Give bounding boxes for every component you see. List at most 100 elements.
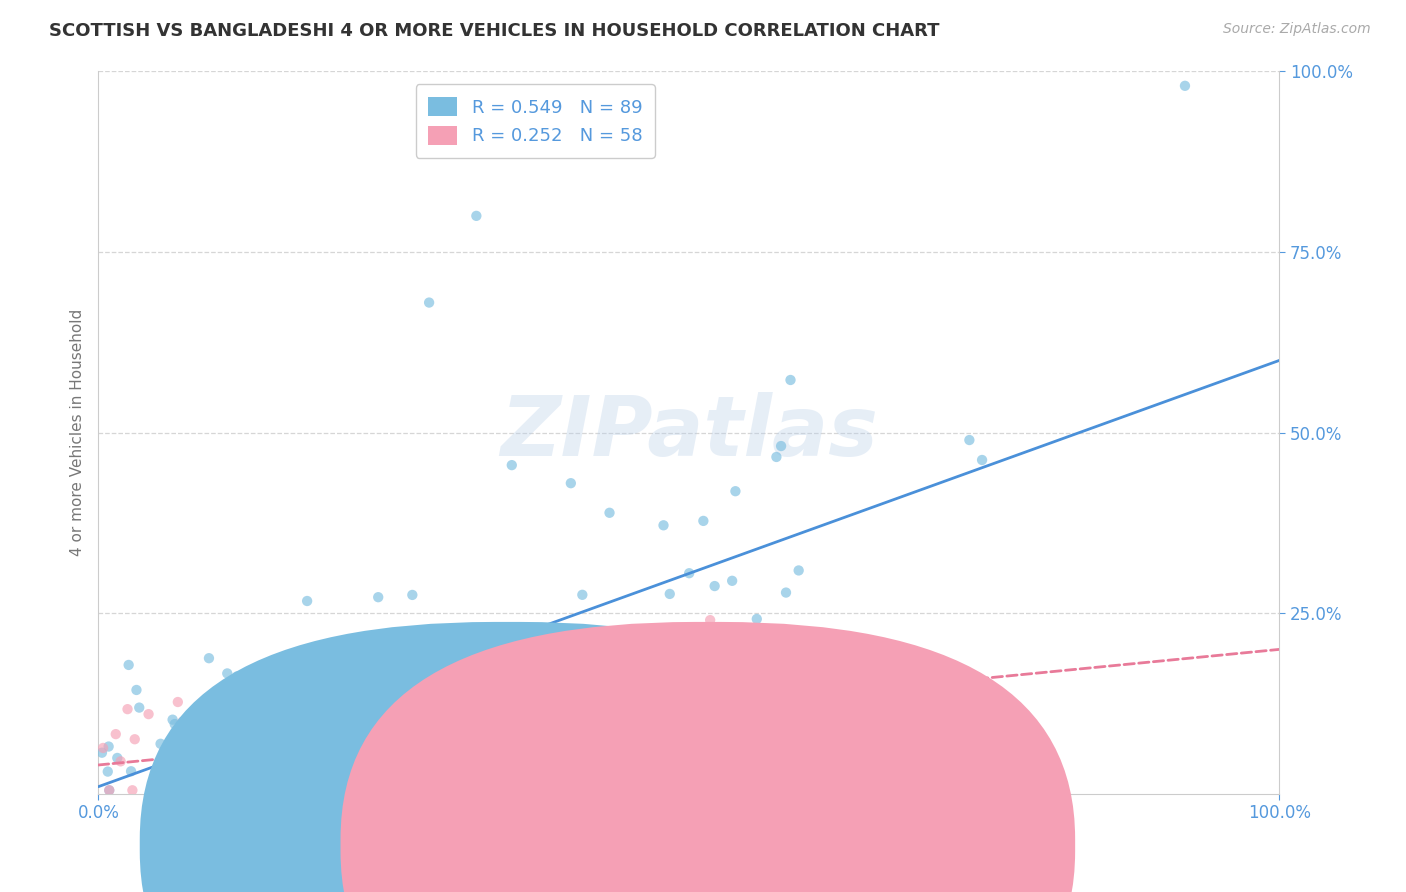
Point <box>104 727 127 741</box>
Point <box>367 590 389 604</box>
Point <box>105 751 128 765</box>
Point <box>796 708 818 723</box>
Point <box>364 706 387 720</box>
Text: Scottish: Scottish <box>526 836 592 855</box>
Point <box>202 759 225 773</box>
Point <box>278 682 301 697</box>
Point <box>699 613 721 627</box>
Point <box>232 740 254 755</box>
Point <box>318 731 340 746</box>
Point <box>219 783 242 797</box>
Point <box>790 702 813 716</box>
Point <box>678 566 700 581</box>
Point <box>571 588 593 602</box>
Point <box>163 717 186 731</box>
Point <box>332 707 354 722</box>
Point <box>787 564 810 578</box>
Point <box>929 660 952 674</box>
Point <box>152 783 174 797</box>
Point <box>1174 78 1197 93</box>
Point <box>307 657 329 671</box>
Point <box>419 705 441 719</box>
Point <box>294 652 316 666</box>
Point <box>121 783 143 797</box>
Point <box>380 646 402 660</box>
Point <box>673 642 696 657</box>
Point <box>157 761 180 775</box>
Point <box>226 669 249 683</box>
Point <box>547 665 569 679</box>
Point <box>349 697 371 711</box>
Point <box>501 458 523 472</box>
Point <box>271 685 294 699</box>
Point <box>219 686 242 700</box>
Point <box>548 689 571 703</box>
Point <box>967 679 990 693</box>
Point <box>118 657 141 672</box>
Point <box>276 709 298 723</box>
Point <box>173 783 195 797</box>
Point <box>309 687 332 701</box>
Point <box>183 783 205 797</box>
Point <box>970 453 993 467</box>
Text: ZIPatlas: ZIPatlas <box>501 392 877 473</box>
Point <box>222 783 245 797</box>
Point <box>807 693 830 707</box>
Point <box>645 633 668 648</box>
Point <box>91 741 114 756</box>
Point <box>298 722 321 736</box>
Point <box>401 588 423 602</box>
Point <box>97 764 120 779</box>
Point <box>574 709 596 723</box>
Point <box>162 769 184 783</box>
Point <box>181 765 204 780</box>
Point <box>385 698 408 712</box>
Point <box>166 695 188 709</box>
Point <box>277 767 299 781</box>
Text: SCOTTISH VS BANGLADESHI 4 OR MORE VEHICLES IN HOUSEHOLD CORRELATION CHART: SCOTTISH VS BANGLADESHI 4 OR MORE VEHICL… <box>49 22 939 40</box>
Point <box>218 714 240 728</box>
Point <box>222 756 245 771</box>
Point <box>165 783 187 797</box>
Point <box>323 783 346 797</box>
Y-axis label: 4 or more Vehicles in Household: 4 or more Vehicles in Household <box>69 309 84 557</box>
Point <box>217 666 239 681</box>
Point <box>347 706 370 720</box>
Point <box>465 209 488 223</box>
Point <box>467 678 489 692</box>
Point <box>702 642 724 657</box>
Point <box>775 585 797 599</box>
Point <box>703 579 725 593</box>
Point <box>652 518 675 533</box>
Point <box>141 783 163 797</box>
Point <box>724 484 747 499</box>
Point <box>172 714 194 729</box>
Point <box>177 735 200 749</box>
Point <box>159 775 181 789</box>
Point <box>470 714 492 729</box>
Point <box>378 783 401 797</box>
Point <box>599 506 621 520</box>
Point <box>200 783 222 797</box>
Point <box>217 763 239 777</box>
FancyBboxPatch shape <box>340 622 1076 892</box>
Point <box>198 651 221 665</box>
Text: Bangladeshis: Bangladeshis <box>727 836 838 855</box>
Point <box>391 664 413 678</box>
Point <box>451 663 474 677</box>
Point <box>498 667 520 681</box>
Point <box>321 680 343 694</box>
Point <box>209 768 232 782</box>
Point <box>297 690 319 704</box>
Point <box>245 783 267 797</box>
Point <box>779 373 801 387</box>
Point <box>332 704 354 718</box>
Point <box>581 701 603 715</box>
Point <box>560 476 582 491</box>
Point <box>292 656 315 670</box>
Point <box>257 748 280 763</box>
Point <box>98 783 121 797</box>
Point <box>91 746 114 760</box>
Point <box>138 707 160 722</box>
Point <box>409 673 432 688</box>
